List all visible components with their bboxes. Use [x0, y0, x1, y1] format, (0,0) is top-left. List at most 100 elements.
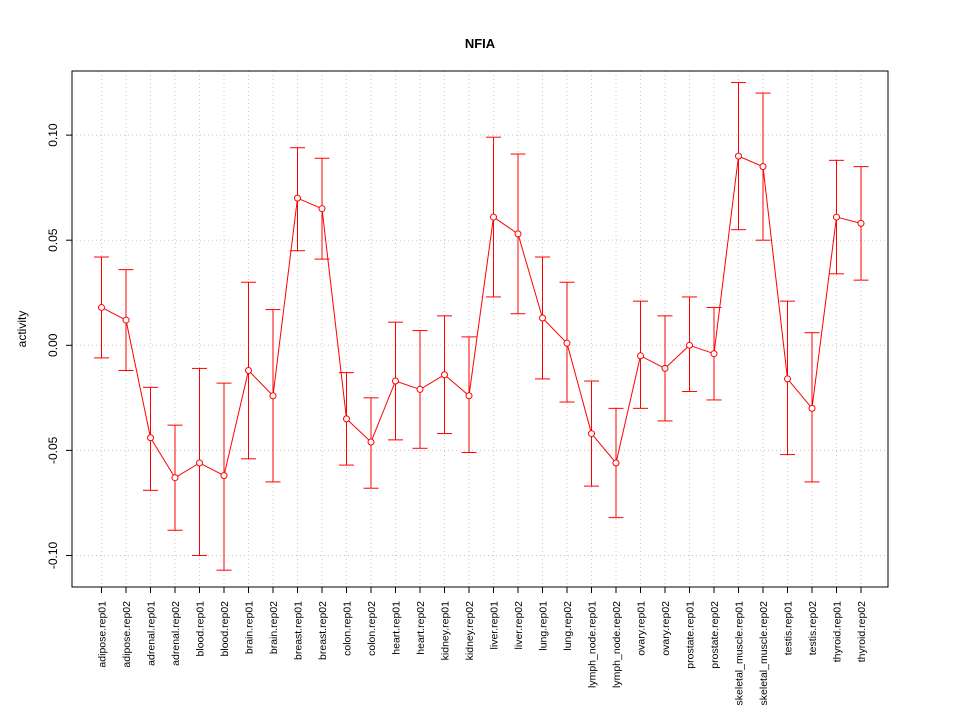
- data-point: [784, 375, 791, 383]
- x-tick-label: adipose.rep01: [97, 601, 109, 668]
- series-line-segment: [713, 156, 739, 354]
- data-point: [343, 415, 350, 423]
- data-point: [416, 385, 424, 393]
- x-tick-label: liver.rep01: [489, 601, 501, 650]
- y-tick-label: 0.05: [46, 228, 60, 252]
- data-point: [122, 316, 130, 324]
- y-tick-label: 0.10: [46, 123, 60, 147]
- plot-frame: [71, 70, 889, 588]
- y-tick-label: -0.10: [46, 541, 60, 569]
- series-line-segment: [419, 374, 445, 390]
- y-tick-label: -0.05: [46, 436, 60, 464]
- x-tick-label: lymph_node.rep01: [587, 601, 599, 688]
- x-tick-label: thyroid.rep01: [832, 601, 844, 662]
- x-tick-label: colon.rep02: [366, 601, 378, 656]
- x-tick-label: skeletal_muscle.rep01: [734, 601, 746, 706]
- x-tick-label: blood.rep02: [219, 601, 231, 657]
- series-line-segment: [248, 370, 274, 397]
- x-tick-label: kidney.rep01: [440, 601, 452, 661]
- x-tick-label: lung.rep01: [538, 601, 550, 651]
- data-point: [147, 434, 154, 442]
- series-line-segment: [517, 233, 543, 319]
- data-point: [588, 430, 595, 438]
- series-line-segment: [370, 380, 396, 443]
- data-point: [245, 367, 252, 375]
- data-point: [808, 404, 816, 412]
- data-point: [563, 339, 571, 347]
- series-line-segment: [199, 462, 225, 477]
- series-line-segment: [223, 370, 249, 476]
- x-tick-label: lung.rep02: [562, 601, 574, 651]
- series-line-segment: [689, 344, 715, 355]
- x-tick-label: ovary.rep02: [660, 601, 672, 656]
- series-line-segment: [272, 198, 298, 396]
- series-line-segment: [640, 355, 666, 369]
- x-tick-label: skeletal_muscle.rep02: [758, 601, 770, 706]
- x-tick-label: testis.rep02: [807, 601, 819, 655]
- x-tick-label: lymph_node.rep02: [611, 601, 623, 688]
- data-point: [294, 194, 301, 202]
- x-tick-label: adrenal.rep02: [170, 601, 182, 666]
- x-tick-label: liver.rep02: [513, 601, 525, 650]
- series-line-segment: [321, 208, 347, 419]
- data-point: [98, 303, 105, 311]
- x-tick-label: adrenal.rep01: [146, 601, 158, 666]
- x-tick-label: heart.rep01: [391, 601, 403, 655]
- x-tick-label: testis.rep01: [783, 601, 795, 655]
- data-point: [392, 377, 399, 385]
- x-tick-label: ovary.rep01: [636, 601, 648, 656]
- series-line-segment: [664, 344, 690, 369]
- x-tick-label: colon.rep01: [342, 601, 354, 656]
- chart-title: NFIA: [465, 36, 496, 51]
- data-point: [196, 459, 203, 467]
- x-tick-label: adipose.rep02: [121, 601, 133, 668]
- grid-lines: [72, 71, 888, 587]
- x-tick-label: thyroid.rep02: [856, 601, 868, 662]
- data-point: [759, 163, 767, 171]
- series-line-segment: [836, 216, 862, 224]
- data-point: [637, 352, 644, 360]
- series-line-segment: [444, 374, 470, 397]
- data-point: [171, 474, 179, 482]
- series-line-segment: [811, 217, 837, 409]
- series-line-segment: [395, 380, 421, 390]
- data-point: [735, 152, 742, 160]
- x-tick-label: heart.rep02: [415, 601, 427, 655]
- data-point: [367, 438, 375, 446]
- series-line-segment: [542, 317, 568, 344]
- x-tick-label: kidney.rep02: [464, 601, 476, 661]
- data-point: [857, 219, 865, 227]
- data-point: [686, 341, 693, 349]
- series-line-segment: [174, 462, 200, 479]
- series-line-segment: [125, 319, 151, 438]
- series-line-segment: [615, 355, 641, 464]
- series-line-segment: [493, 216, 519, 235]
- series-line-segment: [738, 155, 764, 168]
- x-tick-label: breast.rep02: [317, 601, 329, 660]
- series-nfia: [94, 82, 869, 571]
- x-tick-label: breast.rep01: [293, 601, 305, 660]
- data-point: [490, 213, 497, 221]
- series-line-segment: [101, 307, 127, 321]
- x-tick-label: brain.rep01: [244, 601, 256, 654]
- data-point: [465, 392, 473, 400]
- data-point: [833, 213, 840, 221]
- x-tick-label: blood.rep01: [195, 601, 207, 657]
- series-line-segment: [297, 197, 323, 210]
- series-line-segment: [150, 437, 176, 478]
- data-point: [539, 314, 546, 322]
- series-line-segment: [346, 418, 372, 443]
- data-point: [269, 392, 277, 400]
- series-line-segment: [762, 166, 788, 379]
- series-line-segment: [787, 378, 813, 409]
- series-line-segment: [468, 217, 494, 396]
- data-point: [661, 364, 669, 372]
- x-tick-label: prostate.rep01: [685, 601, 697, 669]
- x-tick-label: brain.rep02: [268, 601, 280, 654]
- series-line-segment: [566, 343, 592, 434]
- data-point: [220, 472, 228, 480]
- data-point: [710, 350, 718, 358]
- data-point: [514, 230, 522, 238]
